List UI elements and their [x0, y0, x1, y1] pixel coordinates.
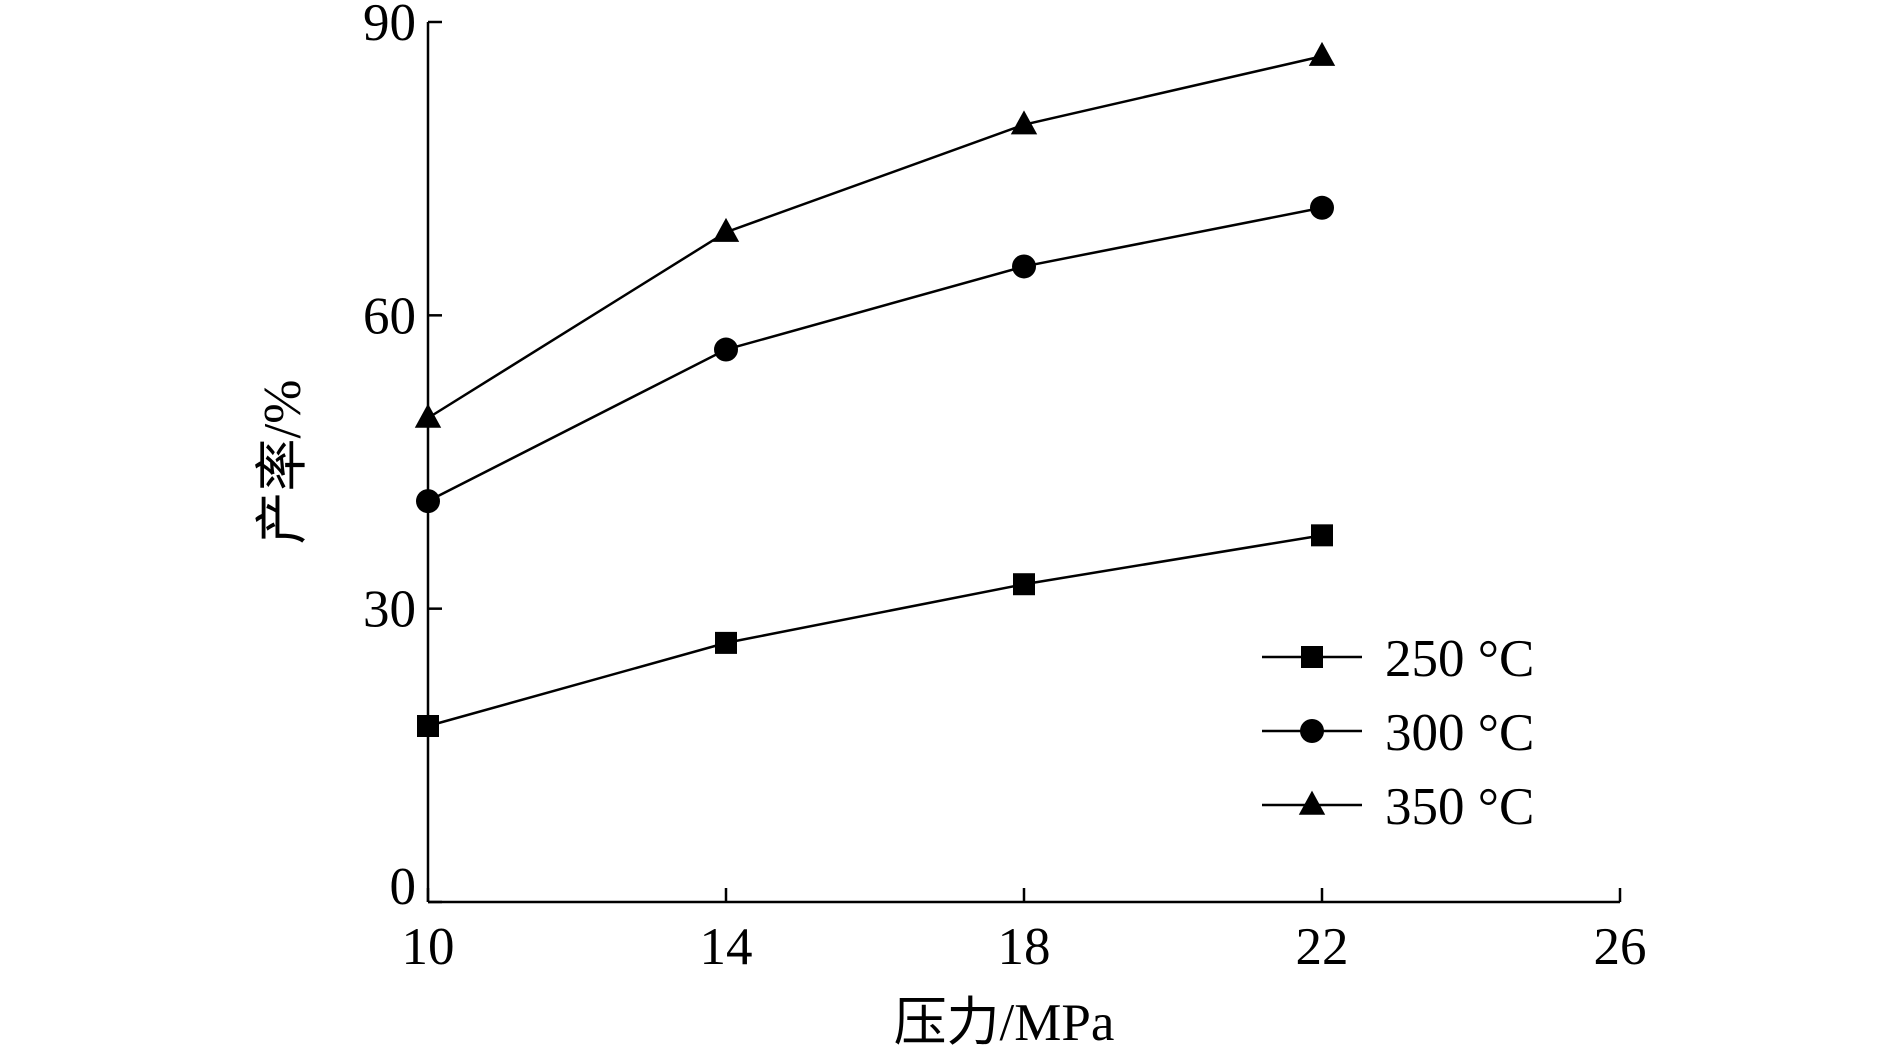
series-line	[427, 55, 1323, 420]
data-point	[417, 715, 439, 737]
data-point	[714, 337, 738, 362]
series-circle	[416, 195, 1334, 514]
legend-marker	[1301, 646, 1323, 668]
legend-marker	[1298, 790, 1326, 815]
data-point	[1310, 195, 1334, 220]
y-tick-label: 60	[363, 287, 416, 345]
data-point	[1013, 573, 1035, 596]
legend-label: 350 °C	[1385, 778, 1534, 836]
legend-item: 300 °C	[1262, 704, 1534, 762]
data-point	[416, 489, 440, 514]
y-tick-label: 90	[363, 0, 416, 52]
x-tick-label: 14	[700, 918, 753, 976]
legend-label: 300 °C	[1385, 704, 1534, 762]
data-point	[1311, 524, 1333, 547]
y-tick-label: 0	[390, 858, 417, 916]
legend-marker	[1300, 719, 1324, 743]
legend: 250 °C 300 °C 350 °C	[1262, 630, 1534, 836]
x-tick-label: 22	[1296, 918, 1349, 976]
series-layer	[414, 41, 1336, 737]
y-axis-title: 产率/%	[254, 380, 312, 545]
legend-label: 250 °C	[1385, 630, 1534, 688]
y-tick-label: 30	[363, 581, 416, 639]
series-line	[427, 534, 1323, 728]
x-tick-label: 26	[1594, 918, 1647, 976]
data-point	[712, 217, 740, 242]
x-axis-title: 压力/MPa	[894, 994, 1115, 1046]
x-tick-label: 18	[998, 918, 1051, 976]
x-tick-label: 10	[402, 918, 455, 976]
legend-item: 350 °C	[1262, 778, 1534, 836]
series-line	[427, 206, 1323, 503]
series-triangle	[414, 41, 1336, 428]
data-point	[1010, 110, 1038, 135]
data-point	[715, 631, 737, 654]
data-point	[1308, 41, 1336, 66]
axes: 10 14 18 22 26 0 30 60 90	[363, 0, 1647, 976]
series-square	[417, 524, 1333, 737]
data-point	[1012, 254, 1036, 279]
legend-item: 250 °C	[1262, 630, 1534, 688]
data-point	[414, 403, 442, 428]
